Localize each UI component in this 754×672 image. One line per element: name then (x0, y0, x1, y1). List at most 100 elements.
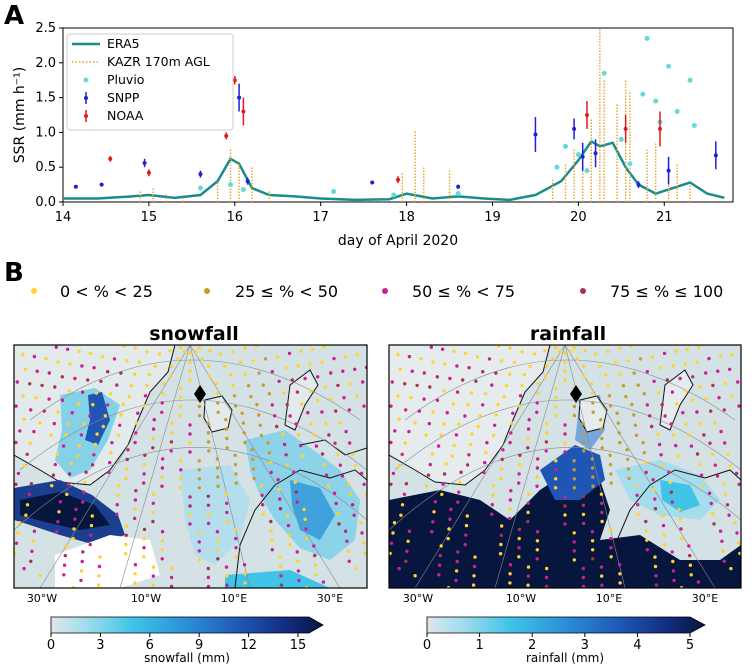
station-dot (718, 354, 723, 359)
station-dot (535, 548, 539, 552)
station-dot (91, 403, 95, 407)
station-dot (360, 531, 364, 535)
station-dot (526, 427, 531, 431)
station-dot (263, 357, 268, 361)
rainfall-colorbar: 0 1 2 3 4 5 rainfall (mm) (423, 616, 706, 665)
station-dot (429, 345, 433, 349)
station-dot (269, 470, 273, 475)
station-dot (604, 372, 608, 377)
station-dot (95, 432, 99, 436)
station-dot (581, 503, 586, 507)
station-dot (14, 541, 19, 545)
station-dot (106, 370, 110, 374)
station-dot (278, 564, 283, 569)
station-dot (136, 411, 140, 415)
station-dot (179, 477, 183, 481)
series-noaa-point (232, 78, 237, 83)
station-dot (51, 473, 56, 477)
series-snpp-point (370, 180, 375, 185)
station-dot (234, 481, 238, 485)
station-dot (474, 379, 478, 383)
snowfall-map (14, 345, 367, 588)
station-dot (28, 382, 32, 386)
station-dot (86, 378, 90, 382)
station-dot (645, 538, 649, 542)
station-dot (56, 360, 60, 364)
station-dot (630, 402, 634, 407)
station-dot (581, 521, 586, 526)
station-dot (389, 482, 393, 486)
station-dot (347, 559, 351, 563)
station-dot (392, 521, 397, 525)
station-dot (583, 349, 587, 353)
station-dot (313, 553, 317, 558)
station-dot (517, 462, 522, 467)
station-dot (243, 372, 247, 376)
station-dot (98, 555, 102, 559)
station-dot (600, 519, 604, 524)
station-dot (290, 378, 294, 382)
station-dot (563, 351, 567, 355)
station-dot (14, 404, 18, 408)
station-dot (536, 381, 541, 386)
station-dot (124, 467, 129, 471)
station-dot (126, 448, 130, 452)
station-dot (599, 492, 604, 496)
station-dot (268, 460, 272, 465)
legend-marker-noaa-dot (84, 114, 88, 118)
category-dot-0 (31, 288, 37, 294)
station-dot (439, 544, 443, 548)
colorbar-tick-label: 9 (195, 638, 203, 653)
x-tick-label: 19 (484, 210, 501, 225)
station-dot (338, 463, 342, 467)
station-dot (508, 563, 513, 567)
station-dot (64, 544, 68, 548)
station-dot (407, 354, 412, 359)
colorbar-tick-label: 3 (96, 638, 104, 653)
station-dot (73, 517, 77, 521)
station-dot (727, 513, 731, 517)
station-dot (27, 492, 32, 496)
y-tick-label: 1.5 (35, 91, 56, 106)
station-dot (554, 459, 558, 463)
station-dot (343, 354, 348, 359)
station-dot (97, 564, 102, 569)
station-dot (551, 357, 555, 361)
station-dot (557, 349, 561, 354)
station-dot (29, 482, 34, 486)
x-tick-label: 14 (55, 210, 72, 225)
station-dot (526, 565, 531, 569)
station-dot (484, 392, 488, 396)
station-dot (417, 409, 421, 413)
station-dot (170, 566, 174, 571)
station-dot (127, 395, 131, 399)
station-dot (554, 386, 558, 391)
snowfall-map-frame (13, 344, 368, 589)
station-dot (389, 541, 394, 545)
station-dot (286, 523, 291, 528)
station-dot (670, 500, 674, 504)
series-noaa-point (224, 133, 229, 138)
station-dot (135, 421, 139, 425)
station-dot (599, 427, 604, 431)
colorbar-tick-label: 6 (146, 638, 154, 653)
station-dot (305, 536, 309, 541)
station-dot (662, 533, 666, 537)
station-dot (106, 403, 110, 407)
snow-lon-label-2: 10°E (221, 592, 247, 605)
station-dot (341, 369, 345, 373)
legend-label-snpp: SNPP (107, 90, 140, 105)
station-dot (608, 527, 613, 532)
snow-lon-label-1: 10°W (131, 592, 161, 605)
station-dot (21, 394, 25, 398)
station-dot (84, 470, 88, 474)
station-dot (691, 375, 695, 379)
station-dot (645, 548, 649, 552)
station-dot (715, 474, 720, 478)
station-dot (56, 410, 60, 414)
station-dot (333, 441, 337, 445)
series-snpp-point (533, 132, 538, 137)
station-dot (315, 398, 320, 402)
station-dot (452, 443, 456, 448)
station-dot (61, 444, 66, 448)
